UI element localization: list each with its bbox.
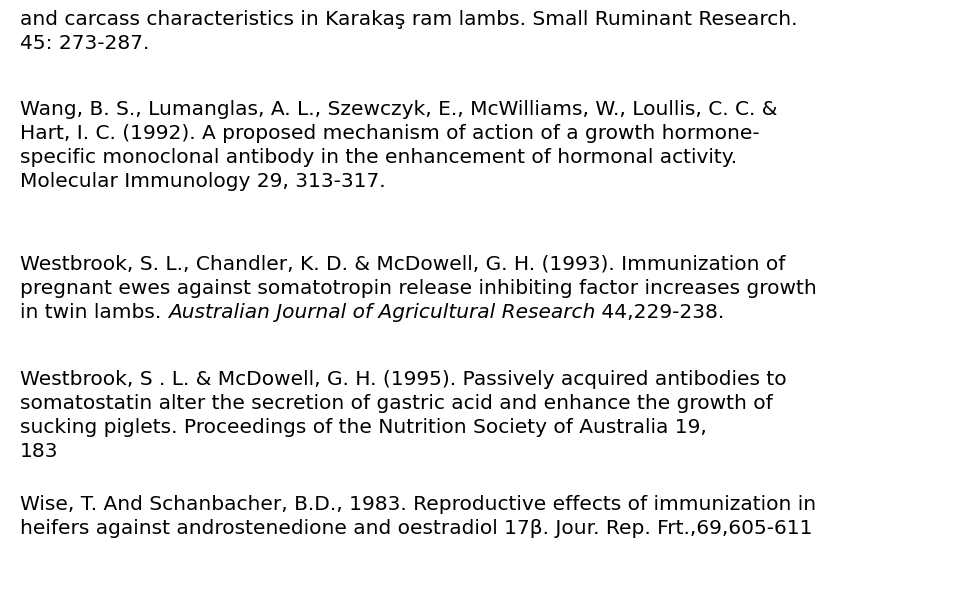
Text: Wise, T. And Schanbacher, B.D., 1983. Reproductive effects of immunization in: Wise, T. And Schanbacher, B.D., 1983. Re… bbox=[20, 495, 816, 514]
Text: Wang, B. S., Lumanglas, A. L., Szewczyk, E., McWilliams, W., Loullis, C. C. &: Wang, B. S., Lumanglas, A. L., Szewczyk,… bbox=[20, 100, 778, 119]
Text: in twin lambs.: in twin lambs. bbox=[20, 303, 168, 322]
Text: 44,229-238.: 44,229-238. bbox=[595, 303, 724, 322]
Text: 45: 273-287.: 45: 273-287. bbox=[20, 34, 150, 53]
Text: specific monoclonal antibody in the enhancement of hormonal activity.: specific monoclonal antibody in the enha… bbox=[20, 148, 737, 167]
Text: Australian Journal of Agricultural Research: Australian Journal of Agricultural Resea… bbox=[168, 303, 595, 322]
Text: Molecular Immunology 29, 313-317.: Molecular Immunology 29, 313-317. bbox=[20, 172, 386, 191]
Text: somatostatin alter the secretion of gastric acid and enhance the growth of: somatostatin alter the secretion of gast… bbox=[20, 394, 773, 413]
Text: Westbrook, S. L., Chandler, K. D. & McDowell, G. H. (1993). Immunization of: Westbrook, S. L., Chandler, K. D. & McDo… bbox=[20, 255, 785, 274]
Text: 183: 183 bbox=[20, 442, 59, 461]
Text: heifers against androstenedione and oestradiol 17β. Jour. Rep. Frt.,69,605-611: heifers against androstenedione and oest… bbox=[20, 519, 812, 538]
Text: Hart, I. C. (1992). A proposed mechanism of action of a growth hormone-: Hart, I. C. (1992). A proposed mechanism… bbox=[20, 124, 759, 143]
Text: pregnant ewes against somatotropin release inhibiting factor increases growth: pregnant ewes against somatotropin relea… bbox=[20, 279, 817, 298]
Text: sucking piglets. Proceedings of the Nutrition Society of Australia 19,: sucking piglets. Proceedings of the Nutr… bbox=[20, 418, 707, 437]
Text: and carcass characteristics in Karakaş ram lambs. Small Ruminant Research.: and carcass characteristics in Karakaş r… bbox=[20, 10, 798, 29]
Text: Westbrook, S . L. & McDowell, G. H. (1995). Passively acquired antibodies to: Westbrook, S . L. & McDowell, G. H. (199… bbox=[20, 370, 786, 389]
